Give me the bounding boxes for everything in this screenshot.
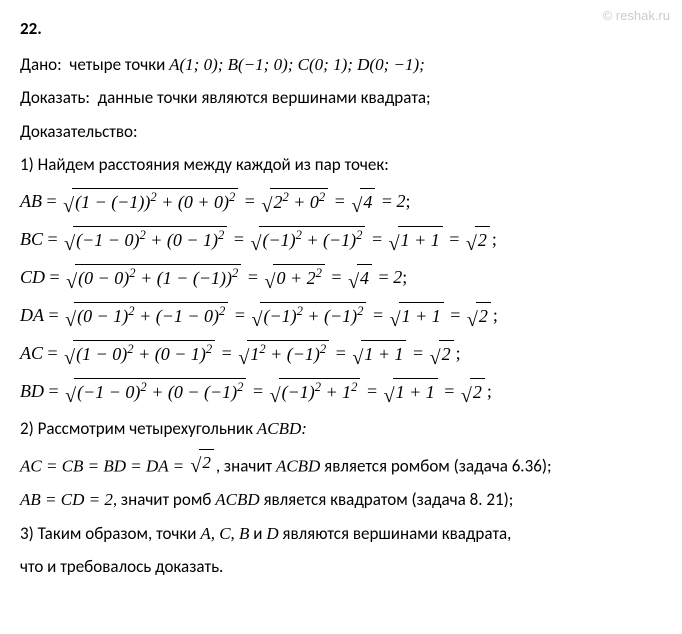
qed: что и требовалось доказать. [20, 554, 662, 580]
bd-lhs: BD [20, 378, 44, 405]
given-text: четыре точки [69, 54, 169, 75]
formula-bd: BD = √(−1 − 0)2 + (0 − (−1)2 = √(−1)2 + … [20, 378, 662, 406]
eq-sides: AC = CB = BD = DA = [20, 457, 188, 476]
da-lhs: DA [20, 302, 44, 329]
da-r3: 1 + 1 [399, 302, 444, 330]
problem-number: 22. [20, 16, 662, 42]
step2-quad: ACBD: [257, 419, 307, 438]
formula-cd: CD = √(0 − 0)2 + (1 − (−1))2 = √0 + 22 =… [20, 264, 662, 292]
ab-result: 2 [396, 188, 405, 215]
watermark: © reshak.ru [603, 6, 670, 26]
step3-a: 3) Таким образом, точки [20, 523, 200, 544]
step3: 3) Таким образом, точки A, C, B и D явля… [20, 521, 662, 547]
formula-ab: AB = √(1 − (−1))2 + (0 + 0)2 = √22 + 02 … [20, 188, 662, 216]
cd-r3: 4 [357, 264, 372, 292]
bd-r3: 1 + 1 [393, 378, 438, 406]
square-text: является квадратом (задача 8. 21); [260, 489, 514, 510]
given-line: Дано: четыре точки A(1; 0); B(−1; 0); C(… [20, 52, 662, 78]
step3-pts: A, C, B [200, 524, 249, 543]
step2: 2) Рассмотрим четырехугольник ACBD: [20, 416, 662, 442]
acbd-2: ACBD [215, 490, 259, 509]
bc-r3: 1 + 1 [398, 226, 443, 254]
ab-r3: 4 [360, 188, 375, 216]
diag-equal: AB = CD = 2, значит ромб ACBD является к… [20, 487, 662, 513]
cd-result: 2 [393, 264, 402, 291]
proof-label: Доказательство: [20, 119, 662, 145]
bd-r4: 2 [470, 378, 485, 406]
formula-ac: AC = √(1 − 0)2 + (0 − 1)2 = √12 + (−1)2 … [20, 340, 662, 368]
step3-d: D [266, 524, 278, 543]
ac-r4: 2 [439, 340, 454, 368]
ac-lhs: AC [20, 340, 43, 367]
formula-bc: BC = √(−1 − 0)2 + (0 − 1)2 = √(−1)2 + (−… [20, 226, 662, 254]
formula-da: DA = √(0 − 1)2 + (−1 − 0)2 = √(−1)2 + (−… [20, 302, 662, 330]
bc-r4: 2 [475, 226, 490, 254]
given-points: A(1; 0); B(−1; 0); C(0; 1); D(0; −1); [169, 55, 425, 74]
ac-r3: 1 + 1 [361, 340, 406, 368]
rhombus-text: является ромбом (задача 6.36); [320, 456, 551, 477]
da-r4: 2 [476, 302, 491, 330]
prove-line: Доказать: данные точки являются вершинам… [20, 85, 662, 111]
eq-sides-after: , значит [216, 456, 276, 477]
eq-sides-val: 2 [199, 449, 214, 476]
sides-equal: AC = CB = BD = DA = √2, значит ACBD явля… [20, 449, 662, 479]
bc-lhs: BC [20, 226, 43, 253]
step3-b: являются вершинами квадрата, [279, 523, 512, 544]
step2-text: 2) Рассмотрим четырехугольник [20, 418, 257, 439]
step1: 1) Найдем расстояния между каждой из пар… [20, 152, 662, 178]
diag-eq: AB = CD = 2 [20, 490, 113, 509]
given-label: Дано: [20, 54, 62, 75]
prove-text: данные точки являются вершинами квадрата… [98, 87, 431, 108]
ab-lhs: AB [20, 188, 42, 215]
cd-lhs: CD [20, 264, 45, 291]
step3-and: и [249, 523, 266, 544]
prove-label: Доказать: [20, 87, 90, 108]
acbd-1: ACBD [276, 457, 320, 476]
diag-after: , значит ромб [113, 489, 215, 510]
